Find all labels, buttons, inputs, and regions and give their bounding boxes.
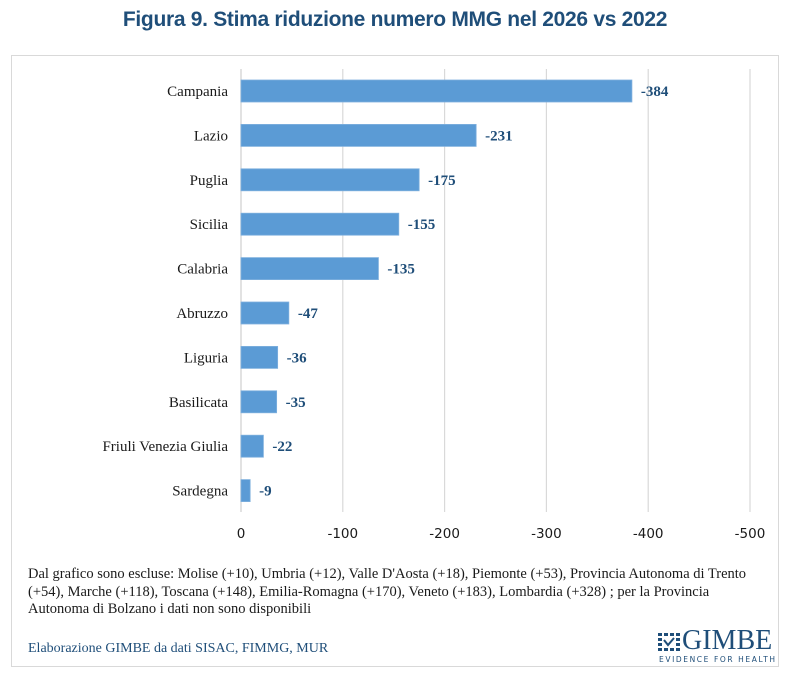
x-tick-label: 0 [237,526,246,542]
bar [240,79,633,103]
data-label: -135 [387,262,415,278]
category-label: Calabria [177,262,228,278]
logo-tagline: EVIDENCE FOR HEALTH [659,655,777,664]
chart-frame [11,55,779,667]
data-label: -35 [286,395,306,411]
data-label: -22 [272,439,292,455]
category-label: Basilicata [169,395,228,411]
bar [240,345,279,369]
source-credit: Elaborazione GIMBE da dati SISAC, FIMMG,… [28,641,329,656]
data-label: -384 [641,84,669,100]
category-label: Lazio [194,128,228,144]
x-tick-label: -100 [327,526,358,542]
bar [240,301,290,325]
data-label: -155 [408,217,436,233]
category-label: Sardegna [172,484,228,500]
bar [240,434,264,458]
bar [240,479,251,503]
bar [240,168,420,192]
bars [240,79,633,503]
logo-grid-icon [658,633,680,651]
x-tick-label: -200 [429,526,460,542]
category-label: Campania [167,84,228,100]
labels: 0 -100 -200 -300 -400 -500 Campania -384 Lazio -2… [102,84,765,542]
bar [240,212,400,236]
chart-title: Figura 9. Stima riduzione numero MMG nel… [122,8,668,31]
category-label: Abruzzo [176,306,228,322]
gimbe-logo: GIMBE EVIDENCE FOR HEALTH [658,627,775,667]
bar-chart: 0 -100 -200 -300 -400 -500 Campania -384 Lazio -2… [102,69,765,542]
bar [240,390,278,414]
category-label: Liguria [184,350,228,366]
category-label: Puglia [190,173,229,189]
bar [240,124,477,147]
data-label: -9 [259,484,272,500]
category-label: Friuli Venezia Giulia [102,439,228,455]
data-label: -175 [428,173,456,189]
exclusion-note: Dal grafico sono escluse: Molise (+10), … [28,566,747,617]
logo-wordmark: GIMBE [682,625,773,656]
x-tick-label: -300 [531,526,562,542]
category-label: Sicilia [190,217,229,233]
x-tick-label: -500 [735,526,766,542]
data-label: -231 [485,128,512,144]
data-label: -47 [298,306,318,322]
x-tick-label: -400 [633,526,664,542]
bar [240,257,379,281]
data-label: -36 [287,350,307,366]
